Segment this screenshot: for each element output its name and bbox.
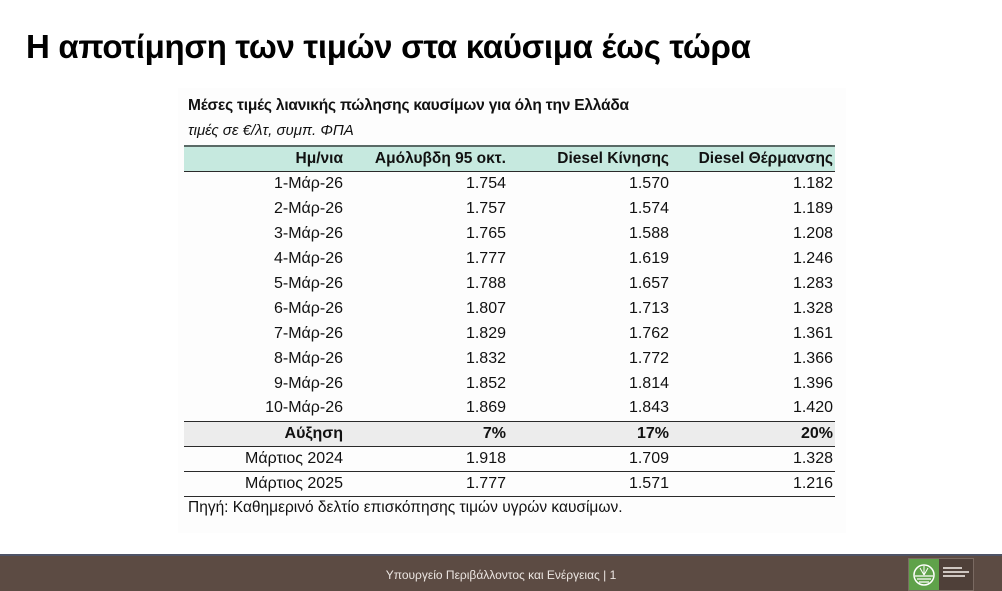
cell-unleaded-95: 1.869	[465, 399, 506, 417]
cell-date: 8-Μάρ-26	[273, 349, 343, 367]
cell-unleaded-95: 1.777	[465, 474, 506, 492]
cell-diesel-motion: 1.619	[628, 249, 669, 267]
table-source-note: Πηγή: Καθημερινό δελτίο επισκόπησης τιμώ…	[188, 499, 623, 516]
table-row: 5-Μάρ-26 1.788 1.657 1.283	[184, 271, 835, 296]
cell-unleaded-95: 1.777	[465, 249, 506, 267]
cell-diesel-heating: 1.283	[792, 274, 833, 292]
cell-diesel-motion: 1.772	[628, 349, 669, 367]
cell-diesel-motion: 1.657	[628, 274, 669, 292]
cell-diesel-motion: 1.574	[628, 199, 669, 217]
cell-unleaded-95: 1.788	[465, 274, 506, 292]
table-row: 6-Μάρ-26 1.807 1.713 1.328	[184, 296, 835, 321]
growth-label: Αύξηση	[284, 424, 343, 442]
cell-date: 9-Μάρ-26	[273, 374, 343, 392]
table-row: 9-Μάρ-26 1.852 1.814 1.396	[184, 371, 835, 396]
column-header-unleaded-95: Αμόλυβδη 95 οκτ.	[374, 149, 506, 167]
cell-diesel-motion: 1.843	[628, 399, 669, 417]
cell-diesel-motion: 1.570	[628, 174, 669, 192]
growth-row: Αύξηση 7% 17% 20%	[184, 421, 835, 446]
cell-unleaded-95: 1.765	[465, 224, 506, 242]
cell-unleaded-95: 1.918	[465, 449, 506, 467]
cell-diesel-heating: 1.328	[792, 299, 833, 317]
table-row: 4-Μάρ-26 1.777 1.619 1.246	[184, 246, 835, 271]
cell-date: 3-Μάρ-26	[273, 224, 343, 242]
reference-row-2024: Μάρτιος 2024 1.918 1.709 1.328	[184, 446, 835, 471]
slide-title: Η αποτίμηση των τιμών στα καύσιμα έως τώ…	[26, 28, 751, 65]
cell-period: Μάρτιος 2025	[245, 474, 343, 492]
table-row: 1-Μάρ-26 1.754 1.570 1.182	[184, 171, 835, 196]
cell-unleaded-95: 1.852	[465, 374, 506, 392]
cell-date: 5-Μάρ-26	[273, 274, 343, 292]
cell-diesel-motion: 1.571	[628, 474, 669, 492]
cell-date: 1-Μάρ-26	[273, 174, 343, 192]
cell-date: 10-Μάρ-26	[265, 399, 343, 417]
cell-diesel-motion: 1.713	[628, 299, 669, 317]
table-row: 10-Μάρ-26 1.869 1.843 1.420	[184, 396, 835, 421]
fuel-prices-table: Ημ/νια Αμόλυβδη 95 οκτ. Diesel Κίνησης D…	[184, 145, 835, 497]
ministry-logo	[908, 558, 974, 591]
cell-diesel-heating: 1.366	[792, 349, 833, 367]
cell-date: 2-Μάρ-26	[273, 199, 343, 217]
cell-period: Μάρτιος 2024	[245, 449, 343, 467]
cell-diesel-motion: 1.762	[628, 324, 669, 342]
table-row: 3-Μάρ-26 1.765 1.588 1.208	[184, 221, 835, 246]
cell-diesel-heating: 1.189	[792, 199, 833, 217]
cell-diesel-motion: 1.709	[628, 449, 669, 467]
cell-diesel-heating: 1.208	[792, 224, 833, 242]
table-header-row: Ημ/νια Αμόλυβδη 95 οκτ. Diesel Κίνησης D…	[184, 146, 835, 171]
cell-diesel-heating: 1.182	[792, 174, 833, 192]
cell-diesel-heating: 1.216	[792, 474, 833, 492]
growth-unleaded-95: 7%	[482, 424, 506, 442]
cell-diesel-heating: 1.246	[792, 249, 833, 267]
cell-unleaded-95: 1.832	[465, 349, 506, 367]
growth-diesel-heating: 20%	[800, 424, 833, 442]
table-caption: Μέσες τιμές λιανικής πώλησης καυσίμων γι…	[188, 97, 629, 114]
cell-diesel-heating: 1.361	[792, 324, 833, 342]
table-subcaption: τιμές σε €/λτ, συμπ. ΦΠΑ	[188, 122, 354, 139]
reference-row-2025: Μάρτιος 2025 1.777 1.571 1.216	[184, 471, 835, 496]
table-row: 7-Μάρ-26 1.829 1.762 1.361	[184, 321, 835, 346]
cell-unleaded-95: 1.754	[465, 174, 506, 192]
column-header-diesel-motion: Diesel Κίνησης	[557, 149, 669, 167]
table-row: 2-Μάρ-26 1.757 1.574 1.189	[184, 196, 835, 221]
cell-diesel-heating: 1.420	[792, 399, 833, 417]
growth-diesel-motion: 17%	[636, 424, 669, 442]
column-header-date: Ημ/νια	[295, 149, 343, 167]
cell-unleaded-95: 1.829	[465, 324, 506, 342]
cell-unleaded-95: 1.757	[465, 199, 506, 217]
cell-diesel-motion: 1.814	[628, 374, 669, 392]
cell-diesel-heating: 1.328	[792, 449, 833, 467]
table-panel	[178, 88, 846, 533]
cell-unleaded-95: 1.807	[465, 299, 506, 317]
cell-date: 7-Μάρ-26	[273, 324, 343, 342]
cell-date: 6-Μάρ-26	[273, 299, 343, 317]
cell-diesel-heating: 1.396	[792, 374, 833, 392]
cell-date: 4-Μάρ-26	[273, 249, 343, 267]
cell-diesel-motion: 1.588	[628, 224, 669, 242]
logo-wordmark	[939, 559, 973, 590]
ministry-logo-icon	[909, 559, 939, 590]
slide-footer: Υπουργείο Περιβάλλοντος και Ενέργειας | …	[0, 554, 1002, 591]
footer-text: Υπουργείο Περιβάλλοντος και Ενέργειας | …	[385, 568, 617, 582]
column-header-diesel-heating: Diesel Θέρμανσης	[698, 149, 833, 167]
table-row: 8-Μάρ-26 1.832 1.772 1.366	[184, 346, 835, 371]
